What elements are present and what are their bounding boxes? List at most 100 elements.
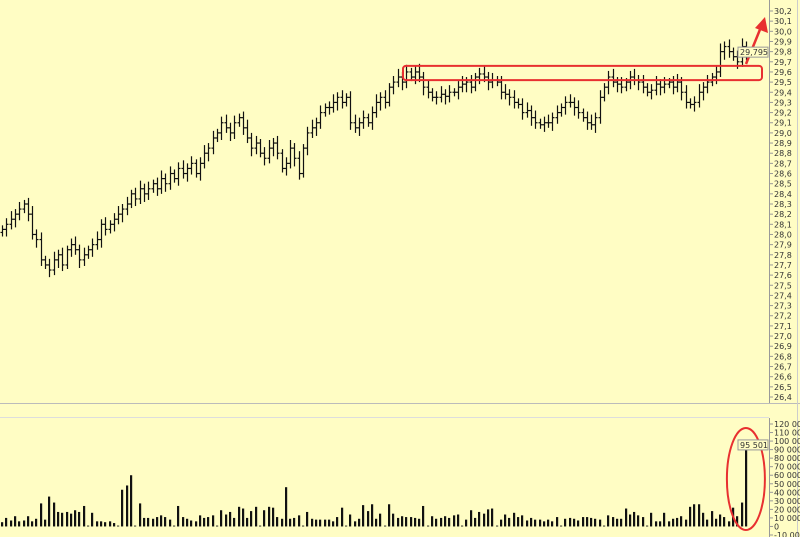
- volume-bar: [478, 511, 481, 527]
- volume-bar: [560, 525, 563, 527]
- ohlc-bar: [206, 143, 211, 162]
- volume-bar: [650, 512, 653, 527]
- ohlc-bar: [581, 108, 586, 122]
- price-tick-label: 29,6: [774, 68, 792, 77]
- ohlc-bar: [503, 84, 508, 100]
- volume-bar: [689, 506, 692, 527]
- ohlc-bar: [189, 156, 194, 175]
- ohlc-bar: [314, 117, 319, 136]
- volume-bar: [526, 520, 529, 527]
- volume-bar: [453, 515, 456, 527]
- volume-bar: [177, 505, 180, 527]
- price-tick-label: 27,4: [774, 291, 792, 300]
- volume-tick-label: 90 000: [774, 446, 800, 455]
- ohlc-bar: [245, 119, 250, 144]
- volume-bar: [633, 511, 636, 527]
- readouts: 29,795 95 501: [737, 46, 769, 451]
- ohlc-bar: [602, 83, 607, 102]
- volume-bar: [139, 503, 142, 527]
- price-tick-label: 28,1: [774, 220, 792, 229]
- ohlc-bar: [538, 118, 543, 129]
- volume-bar: [319, 519, 322, 527]
- ohlc-bar: [555, 105, 560, 124]
- volume-bar: [324, 519, 327, 527]
- volume-bar: [190, 520, 193, 527]
- volume-bar: [66, 511, 69, 527]
- ohlc-bar: [267, 140, 272, 164]
- volume-bar: [349, 514, 352, 527]
- ohlc-bar: [426, 80, 431, 99]
- ohlc-bar: [705, 74, 710, 94]
- ohlc-bar: [60, 247, 65, 272]
- volume-tick-label: 70 000: [774, 463, 800, 472]
- volume-bar: [711, 511, 714, 527]
- volume-bar: [655, 521, 658, 527]
- price-tick-label: 29,5: [774, 78, 792, 87]
- volume-bar: [564, 518, 567, 527]
- volume-bar: [444, 516, 447, 527]
- ohlc-bar: [722, 41, 727, 60]
- ohlc-bar: [254, 135, 259, 155]
- ohlc-bar: [159, 170, 164, 194]
- volume-bar: [91, 512, 94, 527]
- volume-bar: [599, 519, 602, 527]
- ohlc-bar: [327, 101, 332, 115]
- volume-bar: [392, 513, 395, 527]
- ohlc-bar: [671, 76, 676, 95]
- ohlc-bar: [585, 111, 590, 130]
- ohlc-bar: [409, 67, 414, 82]
- price-tick-label: 29,9: [774, 37, 792, 46]
- ohlc-bar: [292, 143, 297, 167]
- ohlc-bar: [258, 138, 263, 158]
- volume-bar: [10, 520, 13, 527]
- volume-bar: [397, 517, 400, 527]
- volume-bar: [719, 514, 722, 527]
- price-tick-label: 28,6: [774, 170, 792, 179]
- price-tick-label: 29,3: [774, 98, 792, 107]
- ohlc-bar: [430, 88, 435, 102]
- volume-bar: [156, 517, 159, 527]
- ohlc-bar: [301, 144, 306, 178]
- ohlc-bar: [731, 47, 736, 61]
- ohlc-bar: [249, 132, 254, 157]
- volume-bar: [246, 517, 249, 527]
- volume-bar: [706, 519, 709, 527]
- ohlc-bar: [727, 39, 732, 58]
- price-tick-label: 28,0: [774, 230, 792, 239]
- ohlc-bar: [542, 116, 547, 132]
- volume-bar: [543, 521, 546, 527]
- volume-bar: [345, 525, 348, 527]
- ohlc-bar: [0, 225, 5, 237]
- volume-bar: [311, 518, 314, 527]
- ohlc-bar: [361, 110, 366, 129]
- volume-bar: [263, 510, 266, 527]
- ohlc-bar: [460, 76, 465, 93]
- volume-bar: [702, 512, 705, 527]
- volume-bar: [405, 517, 408, 527]
- price-tick-label: 26,8: [774, 352, 792, 361]
- volume-bar: [513, 512, 516, 527]
- ohlc-bar: [241, 111, 246, 135]
- volume-bar: [371, 504, 374, 527]
- ohlc-bar: [138, 180, 143, 204]
- volume-bar: [680, 516, 683, 527]
- ohlc-bar: [516, 98, 521, 109]
- price-tick-label: 29,7: [774, 58, 792, 67]
- volume-bar: [590, 517, 593, 527]
- volume-bar: [233, 517, 236, 527]
- volume-bar: [642, 517, 645, 527]
- volume-bar: [306, 511, 309, 527]
- volume-bar: [147, 517, 150, 527]
- volume-bar: [169, 519, 172, 527]
- ohlc-bar: [456, 81, 461, 100]
- volume-bar: [121, 489, 124, 527]
- volume-bar: [160, 515, 163, 527]
- price-tick-label: 29,4: [774, 88, 792, 97]
- volume-bar: [229, 511, 232, 527]
- volume-bar: [35, 518, 38, 527]
- volume-bar: [362, 505, 365, 527]
- volume-bar: [212, 515, 215, 527]
- ohlc-bar: [452, 88, 457, 97]
- price-tick-label: 28,2: [774, 210, 792, 219]
- volume-bar: [354, 521, 357, 527]
